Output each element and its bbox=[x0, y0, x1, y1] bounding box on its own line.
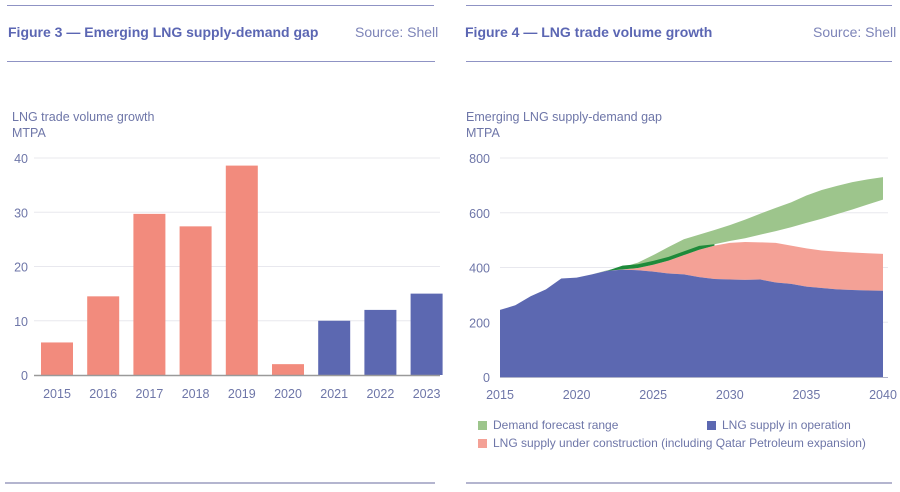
figure-3-ylabel-unit: MTPA bbox=[12, 126, 46, 140]
x-tick-label: 2016 bbox=[89, 387, 117, 401]
y-tick-label: 200 bbox=[469, 316, 490, 330]
bar-2022 bbox=[364, 309, 397, 375]
y-tick-label: 10 bbox=[14, 315, 28, 329]
bar-2016 bbox=[87, 296, 120, 375]
figure-3-ylabel-title: LNG trade volume growth bbox=[12, 110, 155, 124]
top-rule-left bbox=[7, 5, 434, 6]
y-tick-label: 0 bbox=[21, 369, 28, 383]
y-tick-label: 20 bbox=[14, 261, 28, 275]
figure-4-title: Figure 4 — LNG trade volume growth bbox=[465, 24, 713, 40]
legend-swatch-salmon bbox=[478, 438, 487, 448]
bottom-rule-left-2 bbox=[5, 482, 435, 484]
figure-3-source: Source: Shell bbox=[355, 24, 439, 40]
x-tick-label: 2015 bbox=[43, 387, 71, 401]
bar-2019 bbox=[225, 165, 258, 375]
y-tick-label: 30 bbox=[14, 206, 28, 220]
bar-2023 bbox=[410, 293, 443, 375]
top-rule-right bbox=[466, 5, 892, 6]
legend-swatch-green bbox=[478, 420, 487, 430]
x-tick-label: 2025 bbox=[639, 388, 667, 402]
x-tick-label: 2023 bbox=[413, 387, 441, 401]
x-tick-label: 2040 bbox=[869, 388, 897, 402]
x-tick-label: 2030 bbox=[716, 388, 744, 402]
x-tick-label: 2021 bbox=[320, 387, 348, 401]
area-chart: 0 200 400 600 800 2015 2020 2025 2030 2035 2040 bbox=[469, 152, 897, 402]
figure-4-source: Source: Shell bbox=[813, 24, 897, 40]
y-tick-label: 800 bbox=[469, 152, 490, 166]
legend-item-operation: LNG supply in operation bbox=[707, 418, 851, 432]
area-supply-in-operation bbox=[500, 269, 883, 377]
bar-2018 bbox=[179, 226, 212, 375]
legend-label: LNG supply in operation bbox=[722, 418, 851, 432]
figure-3-header-rule bbox=[7, 61, 435, 62]
figure-3-ylabel: LNG trade volume growth MTPA bbox=[12, 109, 154, 141]
area-demand-overlap bbox=[607, 244, 715, 271]
legend-item-construction: LNG supply under construction (including… bbox=[478, 436, 866, 450]
x-tick-label: 2015 bbox=[486, 388, 514, 402]
legend-item-demand: Demand forecast range bbox=[478, 418, 618, 432]
legend-label: LNG supply under construction (including… bbox=[493, 436, 866, 450]
legend-swatch-blue bbox=[707, 420, 716, 430]
figure-4-ylabel-title: Emerging LNG supply-demand gap bbox=[466, 110, 662, 124]
area-demand-forecast-range bbox=[500, 177, 883, 310]
bar-2017 bbox=[133, 213, 166, 375]
bar-2015 bbox=[41, 342, 73, 375]
x-tick-label: 2035 bbox=[792, 388, 820, 402]
figure-3-title: Figure 3 — Emerging LNG supply-demand ga… bbox=[8, 24, 319, 40]
x-tick-label: 2019 bbox=[228, 387, 256, 401]
x-tick-label: 2017 bbox=[135, 387, 163, 401]
y-tick-label: 600 bbox=[469, 207, 490, 221]
x-tick-label: 2020 bbox=[563, 388, 591, 402]
y-tick-label: 0 bbox=[483, 371, 490, 385]
legend-label: Demand forecast range bbox=[493, 418, 619, 432]
figure-4-ylabel: Emerging LNG supply-demand gap MTPA bbox=[466, 109, 662, 141]
bar-2021 bbox=[318, 320, 351, 375]
x-tick-label: 2022 bbox=[366, 387, 394, 401]
y-tick-label: 400 bbox=[469, 262, 490, 276]
bar-2020 bbox=[272, 364, 304, 375]
x-tick-label: 2020 bbox=[274, 387, 302, 401]
bottom-rule-right bbox=[466, 482, 892, 484]
x-tick-label: 2018 bbox=[182, 387, 210, 401]
y-tick-label: 40 bbox=[14, 152, 28, 166]
figure-4-header-rule bbox=[466, 61, 892, 62]
figure-4-ylabel-unit: MTPA bbox=[466, 126, 500, 140]
bar-chart: 0 10 20 30 40 2015 2016 2017 2018 2019 2020 2021 20… bbox=[14, 152, 443, 401]
area-supply-under-construction bbox=[500, 242, 883, 310]
